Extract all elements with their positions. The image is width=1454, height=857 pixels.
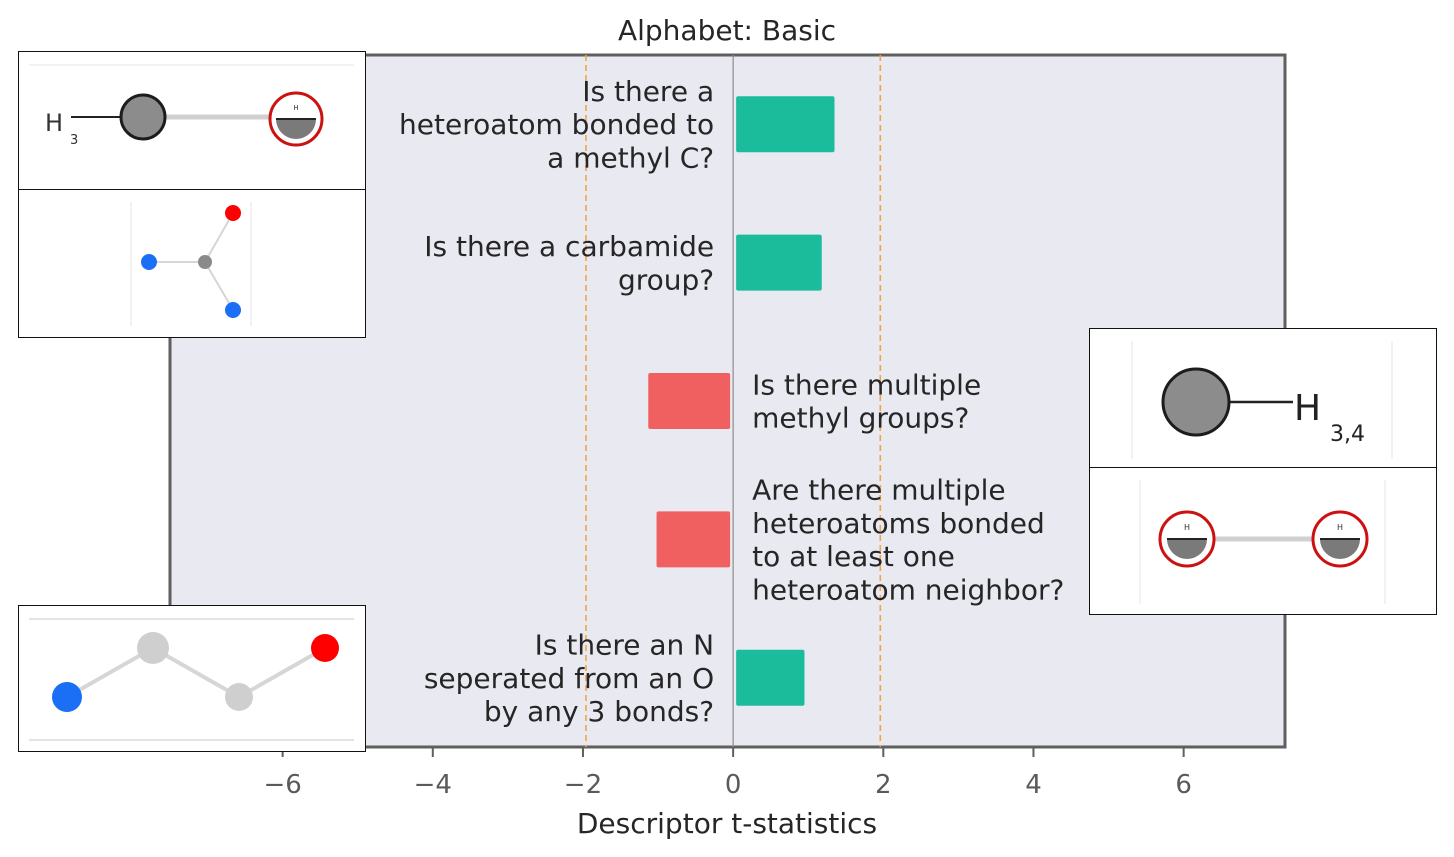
category-label-line: Is there multiple [752,368,981,401]
category-label-line: heteroatom bonded to [399,108,714,141]
molecule-inset-methyl-heteroatom: H 3 H [18,51,366,191]
x-tick-label: −4 [414,770,452,800]
svg-text:H: H [1184,523,1190,532]
molecule-inset-n-o-chain [18,605,366,752]
svg-text:H: H [1337,523,1343,532]
bar [736,649,805,706]
hydrogen-label: H [1294,388,1321,429]
nitrogen-atom-icon [225,302,241,318]
molecule-inset-heteroatom-pair: H H [1089,467,1437,615]
category-label-line: heteroatoms bonded [752,507,1045,540]
category-label-line: heteroatom neighbor? [752,573,1064,606]
chart-title: Alphabet: Basic [618,14,836,47]
x-tick-label: 4 [1025,770,1042,800]
carbon-atom-icon [1161,367,1231,437]
hydrogen-count-subscript: 3,4 [1330,422,1365,447]
nitrogen-atom-icon [52,682,82,712]
category-label-line: to at least one [752,540,955,573]
bar [656,511,731,568]
molecule-inset-carbamide [18,189,366,338]
category-label-line: Is there a [582,75,714,108]
category-label-line: methyl groups? [752,402,969,435]
category-label-line: group? [618,263,714,296]
x-axis-label: Descriptor t-statistics [577,807,877,840]
x-tick-label: 0 [725,770,742,800]
x-tick-label: 2 [875,770,892,800]
category-label-line: seperated from an O [424,662,714,695]
category-label-line: Is there an N [535,629,714,662]
category-label: Is there multiple methyl groups? [752,368,981,434]
carbon-atom-icon [198,255,212,269]
carbon-atom-icon [137,632,169,664]
x-tick-label: −6 [263,770,301,800]
carbon-atom-icon [225,683,253,711]
category-label-line: a methyl C? [547,142,714,175]
bar [648,373,731,429]
hydrogen-count-subscript: 3 [70,133,78,148]
x-tick-label: −2 [564,770,602,800]
carbon-atom-icon [119,93,167,141]
bar [736,96,835,153]
category-label-line: by any 3 bonds? [484,695,714,728]
hydrogen-label: H [45,109,63,137]
svg-text:H: H [293,104,298,112]
molecule-inset-methyl: H 3,4 [1089,328,1437,469]
bar [736,234,822,291]
category-label: Is there a carbamide group? [424,230,714,296]
x-tick-label: 6 [1175,770,1192,800]
category-label: Are there multiple heteroatoms bonded to a… [752,473,1064,606]
oxygen-atom-icon [225,205,241,221]
oxygen-atom-icon [311,634,339,662]
category-label: Is there a heteroatom bonded to a methyl C… [399,75,714,175]
category-label-line: Is there a carbamide [424,230,714,263]
category-label-line: Are there multiple [752,473,1006,506]
nitrogen-atom-icon [141,254,157,270]
